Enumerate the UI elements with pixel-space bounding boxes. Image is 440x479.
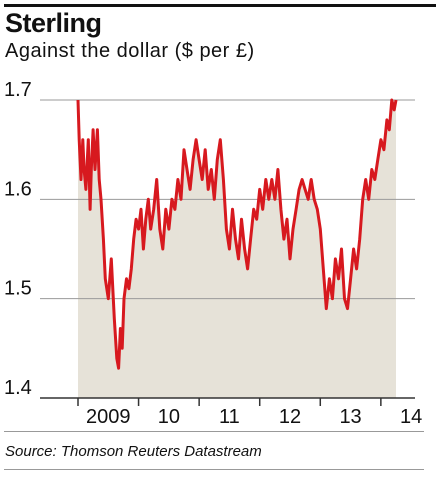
- y-tick-label: 1.6: [4, 178, 32, 200]
- x-tick-label: 11: [219, 406, 240, 428]
- x-tick-label: 2009: [86, 406, 131, 428]
- y-tick-label: 1.4: [4, 377, 32, 399]
- series-line: [76, 98, 398, 370]
- source-rule: [4, 431, 424, 432]
- x-tick-label: 14: [400, 406, 422, 428]
- y-tick-label: 1.7: [4, 79, 32, 101]
- x-tick-label: 12: [279, 406, 301, 428]
- y-tick-label: 1.5: [4, 278, 32, 300]
- x-tick-label: 10: [158, 406, 180, 428]
- x-tick-label: 13: [339, 406, 361, 428]
- chart-title: Sterling: [5, 8, 102, 38]
- bottom-rule: [4, 469, 424, 470]
- top-rule: [4, 4, 436, 7]
- chart-subtitle: Against the dollar ($ per £): [5, 40, 255, 62]
- source-note: Source: Thomson Reuters Datastream: [5, 443, 262, 460]
